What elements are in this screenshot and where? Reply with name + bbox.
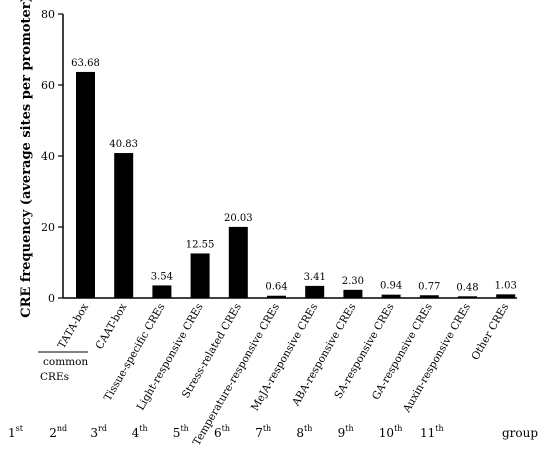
data-label: 2.30: [342, 276, 364, 287]
data-label: 0.48: [456, 282, 478, 293]
bar: [190, 253, 210, 298]
bar: [343, 289, 363, 298]
bar: [458, 296, 477, 298]
bar: [76, 71, 95, 298]
group-row: 1st 2nd 3rd 4th 5th 6th 7th 8th 9th 10th 11th: [8, 424, 444, 440]
group-number: 5th: [173, 424, 189, 440]
data-label: 0.77: [418, 281, 440, 292]
data-label: 1.03: [495, 280, 517, 291]
y-axis-label: CRE frequency (average sites per promote…: [19, 0, 34, 318]
group-number: 1st: [8, 424, 24, 440]
bar: [152, 285, 172, 298]
common-group-label-line1: common: [43, 356, 88, 368]
group-number: 7th: [255, 424, 271, 440]
data-label: 3.41: [304, 272, 326, 283]
data-label: 40.83: [109, 139, 138, 150]
bar: [114, 153, 134, 298]
y-tick-label: 60: [41, 79, 55, 92]
group-number: 6th: [214, 424, 230, 440]
bar: [305, 285, 325, 298]
category-label: Auxin-responsive CREs: [400, 302, 473, 416]
y-tick-label: 0: [48, 292, 55, 305]
data-label: 63.68: [71, 58, 100, 69]
group-number: 11th: [420, 424, 444, 440]
group-number: 10th: [379, 424, 403, 440]
category-label: Light-responsive CREs: [135, 302, 206, 413]
y-tick-label: 20: [41, 221, 55, 234]
group-number: 2nd: [49, 424, 67, 440]
bar: [419, 295, 439, 298]
common-group-label-line2: CREs: [40, 371, 69, 383]
y-tick-label: 80: [41, 8, 55, 21]
data-label: 12.55: [186, 239, 215, 250]
y-tick-label: 40: [41, 150, 55, 163]
category-label: Other CREs: [469, 302, 511, 363]
axes: 0 20 40 60 80: [41, 8, 517, 305]
group-number: 4th: [132, 424, 148, 440]
data-label: 0.94: [380, 281, 402, 292]
bar: [381, 294, 401, 298]
data-label: 3.54: [151, 271, 173, 282]
group-number: 3rd: [90, 424, 107, 440]
group-number: 8th: [296, 424, 312, 440]
bar: [228, 226, 248, 298]
group-word: group: [502, 426, 538, 440]
data-label: 20.03: [224, 213, 253, 224]
category-label: CAAT-box: [94, 301, 130, 351]
data-labels: 63.68 40.83 3.54 12.55 20.03 0.64 3.41 2.30 0.94…: [71, 58, 517, 293]
category-label: MeJA-responsive CREs: [249, 302, 320, 414]
category-label: TATA-box: [56, 301, 91, 350]
bar: [267, 295, 286, 298]
bar: [496, 294, 516, 298]
data-label: 0.64: [265, 282, 287, 293]
bars: [76, 71, 516, 298]
group-number: 9th: [338, 424, 354, 440]
